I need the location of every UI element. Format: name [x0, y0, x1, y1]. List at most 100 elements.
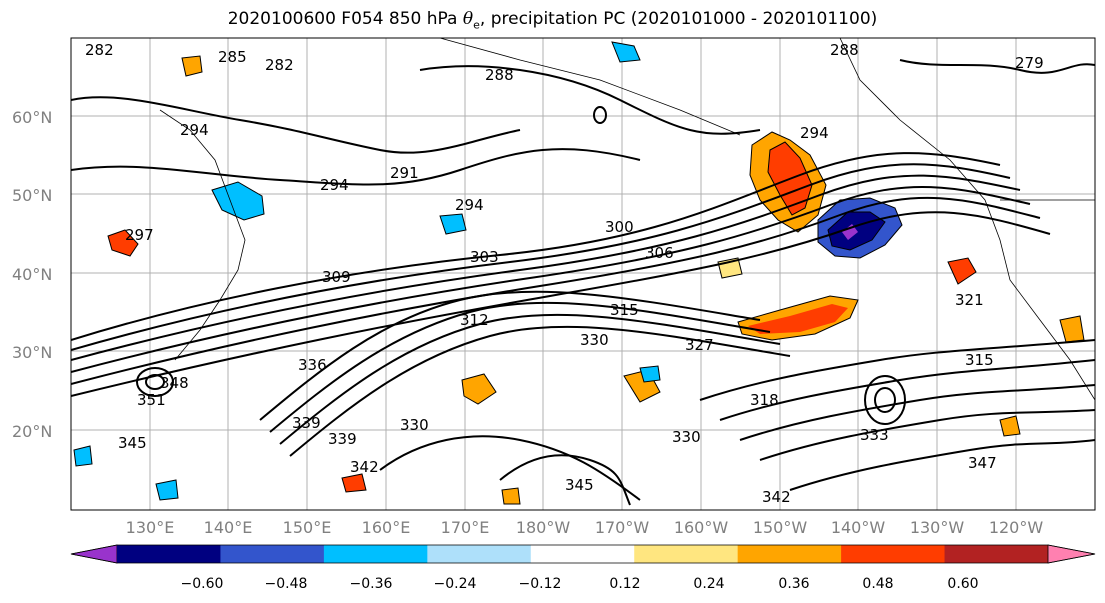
colorbar-tick: −0.12	[519, 576, 562, 592]
precip-negative-patch	[639, 365, 661, 383]
latitude-labels: 60°N 50°N 40°N 30°N 20°N	[12, 108, 52, 441]
contour-label: 294	[320, 176, 349, 194]
contour-label: 315	[610, 301, 639, 319]
coastlines	[159, 38, 1095, 401]
colorbar-tick: −0.24	[434, 576, 477, 592]
lat-label-50n: 50°N	[12, 186, 52, 205]
contour-label: 282	[265, 56, 294, 74]
contour-label: 300	[605, 218, 634, 236]
lat-label-20n: 20°N	[12, 422, 52, 441]
contour-label: 303	[470, 248, 499, 266]
colorbar-tick: −0.36	[350, 576, 393, 592]
contour-label: 339	[292, 414, 321, 432]
colorbar-segment	[634, 545, 739, 563]
colorbar-tick: −0.60	[181, 576, 224, 592]
contour-label: 309	[322, 268, 351, 286]
colorbar-tick: 0.12	[609, 576, 640, 592]
lon-label: 170°E	[441, 518, 490, 537]
colorbar-segment	[117, 545, 221, 563]
precip-positive-patch	[181, 55, 203, 77]
lon-label: 140°W	[831, 518, 886, 537]
colorbar-tick: 0.48	[862, 576, 893, 592]
colorbar-segment	[220, 545, 325, 563]
contour-label: 330	[400, 416, 429, 434]
lon-label: 160°E	[362, 518, 411, 537]
contour-label: 291	[390, 164, 419, 182]
precip-positive-band-core	[748, 304, 848, 334]
lon-label: 150°E	[283, 518, 332, 537]
contour-label: 312	[460, 311, 489, 329]
lat-label-60n: 60°N	[12, 108, 52, 127]
colorbar-tick: 0.60	[947, 576, 978, 592]
contour-label: 297	[125, 226, 154, 244]
precip-negative-patch	[439, 213, 467, 235]
contour-label: 318	[750, 391, 779, 409]
contour-label: 333	[860, 426, 889, 444]
map-panel	[71, 38, 1095, 510]
precip-negative-center	[842, 224, 858, 240]
lon-label: 140°E	[204, 518, 253, 537]
contour-label: 315	[965, 351, 994, 369]
contour-label: 294	[455, 196, 484, 214]
colorbar	[70, 544, 1096, 564]
contour-label: 342	[762, 488, 791, 506]
colorbar-extend-low	[70, 544, 118, 564]
lon-label: 170°W	[595, 518, 650, 537]
contour-label: 294	[800, 124, 829, 142]
colorbar-tick: 0.36	[778, 576, 809, 592]
contour-label: 348	[160, 374, 189, 392]
contour-label: 285	[218, 48, 247, 66]
lon-label: 160°W	[674, 518, 729, 537]
contour-label: 345	[565, 476, 594, 494]
chart-title: 2020100600 F054 850 hPa θe, precipitatio…	[227, 9, 878, 32]
lon-label: 130°E	[126, 518, 175, 537]
colorbar-segment	[841, 545, 946, 563]
longitude-labels: 130°E 140°E 150°E 160°E 170°E 180°W 170°…	[126, 518, 1044, 537]
precip-positive-patch	[501, 487, 521, 505]
colorbar-tick: −0.48	[265, 576, 308, 592]
contour-label: 288	[485, 66, 514, 84]
lon-label: 150°W	[753, 518, 808, 537]
precip-negative-patch	[73, 445, 93, 467]
colorbar-segment	[530, 545, 635, 563]
lon-label: 180°W	[516, 518, 571, 537]
colorbar-segment	[323, 545, 428, 563]
colorbar-tick: 0.24	[693, 576, 724, 592]
colorbar-tick-labels: −0.60 −0.48 −0.36 −0.24 −0.12 0.12 0.24 …	[181, 576, 979, 592]
contour-label: 327	[685, 336, 714, 354]
contour-label: 339	[328, 430, 357, 448]
contour-label: 336	[298, 356, 327, 374]
precip-positive-patch	[947, 257, 977, 285]
contour-label: 321	[955, 291, 984, 309]
precip-positive-patch	[461, 373, 497, 405]
colorbar-segment	[944, 545, 1049, 563]
lon-label: 120°W	[989, 518, 1044, 537]
contour-label: 347	[968, 454, 997, 472]
colorbar-segment	[427, 545, 532, 563]
precip-negative-patch	[611, 41, 641, 63]
contour-label: 279	[1015, 54, 1044, 72]
precip-positive-patch	[341, 473, 367, 493]
contour-label: 351	[137, 391, 166, 409]
precip-negative-patch	[155, 479, 179, 501]
contour-label: 330	[672, 428, 701, 446]
contour-label: 342	[350, 458, 379, 476]
colorbar-segment	[737, 545, 842, 563]
lat-label-40n: 40°N	[12, 265, 52, 284]
precip-negative-patch	[211, 181, 265, 221]
precip-positive-patch	[107, 229, 139, 257]
contour-label: 345	[118, 434, 147, 452]
map-frame	[70, 37, 1096, 511]
contour-label: 294	[180, 121, 209, 139]
colorbar-extend-high	[1047, 544, 1096, 564]
lon-label: 130°W	[910, 518, 965, 537]
contour-label: 282	[85, 41, 114, 59]
contour-label: 288	[830, 41, 859, 59]
precip-positive-patch	[999, 415, 1021, 437]
theta-e-contours	[71, 59, 1095, 506]
contour-label: 330	[580, 331, 609, 349]
colorbar-outline	[70, 544, 1096, 564]
precip-anomaly-shading	[73, 41, 1085, 505]
contour-label: 306	[645, 244, 674, 262]
